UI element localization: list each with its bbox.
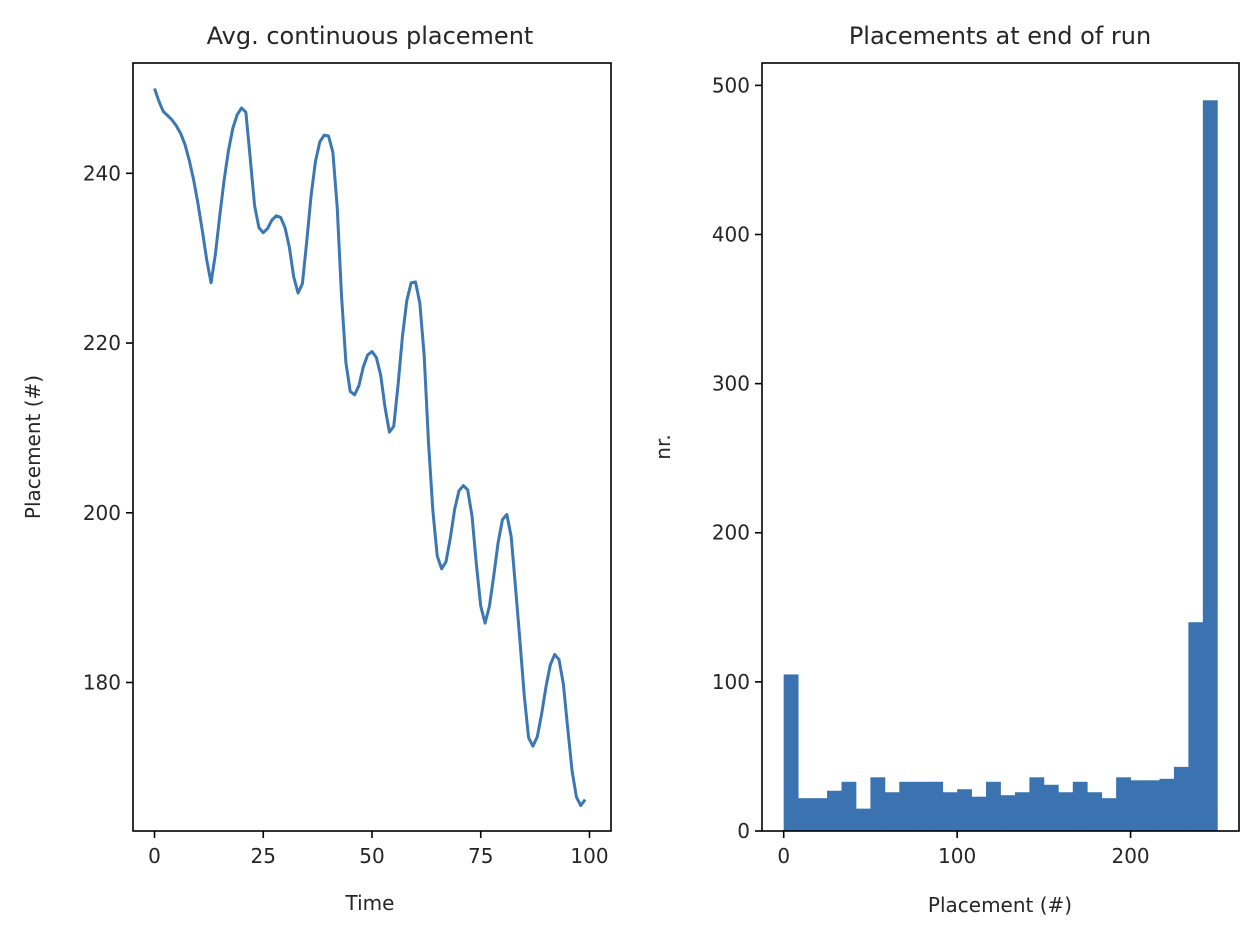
x-tick-label: 50 [359, 844, 384, 868]
histogram-bar [971, 796, 987, 831]
line-chart-y-axis-label: Placement (#) [21, 375, 45, 519]
histogram-bar [812, 798, 828, 831]
y-tick-label: 500 [712, 73, 750, 97]
y-tick-label: 400 [712, 222, 750, 246]
histogram-bar [1101, 798, 1117, 831]
histogram-bar [928, 781, 944, 831]
histogram-x-ticks: 0 100 200 [777, 831, 1150, 868]
x-tick-label: 25 [251, 844, 276, 868]
histogram-bar [1159, 778, 1175, 831]
x-tick-label: 200 [1111, 844, 1149, 868]
line-chart-plot-area [153, 87, 587, 808]
x-tick-label: 0 [777, 844, 790, 868]
histogram-frame [761, 62, 1240, 832]
histogram-bar [870, 777, 886, 831]
histogram-bar [1145, 780, 1160, 831]
line-chart-title: Avg. continuous placement [207, 22, 534, 50]
line-chart-panel: Avg. continuous placement 0 25 50 75 100 180… [21, 22, 612, 915]
y-tick-label: 200 [83, 501, 121, 525]
histogram-bar [1188, 622, 1204, 831]
y-tick-label: 0 [737, 819, 750, 843]
histogram-bar [913, 781, 929, 831]
x-tick-label: 100 [938, 844, 976, 868]
histogram-panel: Placements at end of run 0 100 200 0 100 200… [651, 22, 1240, 917]
histogram-bar [1130, 780, 1146, 831]
histogram-bar [841, 781, 857, 831]
histogram-bar [798, 798, 813, 831]
histogram-bar [1116, 777, 1131, 831]
histogram-bar [884, 792, 900, 831]
histogram-x-axis-label: Placement (#) [928, 893, 1072, 917]
y-tick-label: 220 [83, 331, 121, 355]
line-chart-x-ticks: 0 25 50 75 100 [148, 831, 609, 868]
histogram-bar [1058, 792, 1074, 831]
line-chart-y-ticks: 180 200 220 240 [83, 161, 133, 694]
histogram-bar [1173, 766, 1189, 831]
histogram-bar [855, 808, 871, 831]
histogram-bar [1072, 781, 1088, 831]
histogram-bar [827, 790, 842, 831]
x-tick-label: 75 [468, 844, 493, 868]
histogram-bar [1087, 792, 1103, 831]
y-tick-label: 300 [712, 372, 750, 396]
histogram-title: Placements at end of run [849, 22, 1151, 50]
y-tick-label: 200 [712, 521, 750, 545]
x-tick-label: 0 [148, 844, 161, 868]
y-tick-label: 100 [712, 670, 750, 694]
histogram-bar [1029, 777, 1045, 831]
y-tick-label: 180 [83, 670, 121, 694]
x-tick-label: 100 [570, 844, 608, 868]
histogram-plot-area [783, 100, 1218, 831]
histogram-y-ticks: 0 100 200 300 400 500 [712, 73, 762, 843]
histogram-bar [783, 674, 799, 831]
histogram-bar [1202, 100, 1218, 831]
histogram-y-axis-label: nr. [651, 434, 675, 459]
line-chart-frame [132, 62, 612, 832]
y-tick-label: 240 [83, 161, 121, 185]
histogram-bar [957, 789, 972, 831]
histogram-bar [986, 781, 1001, 831]
histogram-bar [1014, 792, 1030, 831]
line-series [153, 87, 587, 808]
line-chart-x-axis-label: Time [345, 891, 395, 915]
histogram-bar [942, 792, 958, 831]
histogram-bar [1000, 795, 1016, 831]
histogram-bar [899, 781, 915, 831]
histogram-bar [1043, 784, 1059, 831]
